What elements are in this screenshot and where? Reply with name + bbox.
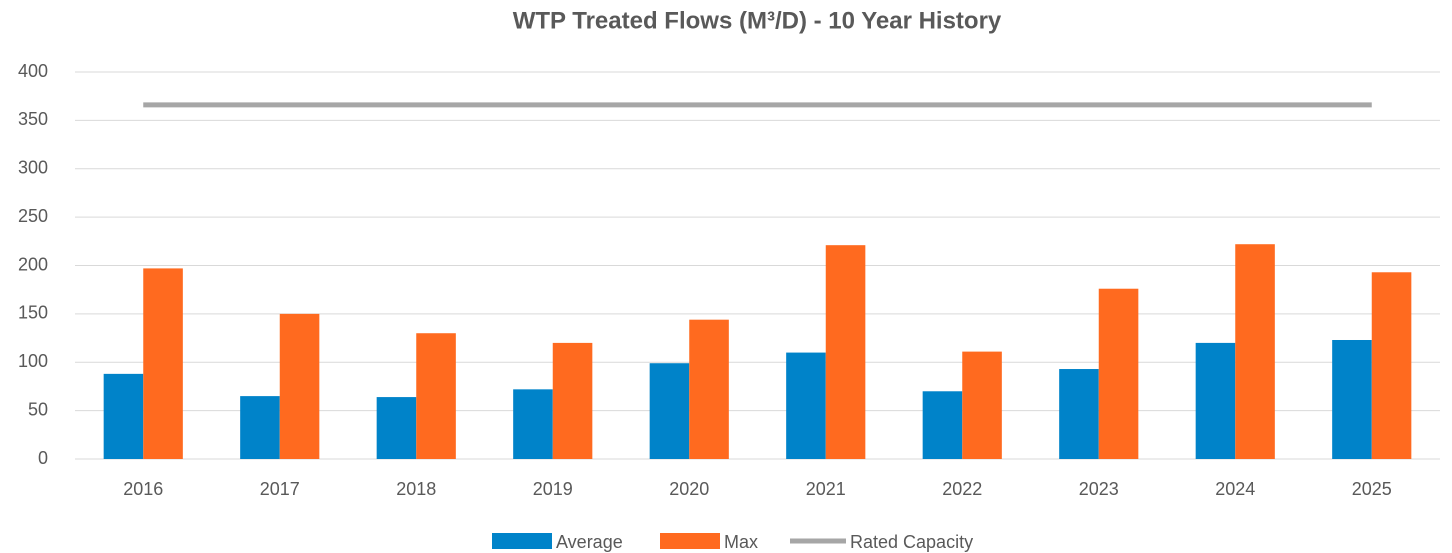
bar <box>1235 244 1275 459</box>
x-tick-label: 2017 <box>260 479 300 499</box>
y-tick-label: 50 <box>28 399 48 419</box>
bar <box>513 389 553 459</box>
bar <box>240 396 280 459</box>
legend-label: Rated Capacity <box>850 532 973 552</box>
x-tick-label: 2018 <box>396 479 436 499</box>
chart-title: WTP Treated Flows (M³/D) - 10 Year Histo… <box>513 7 1002 34</box>
x-tick-label: 2022 <box>942 479 982 499</box>
bar <box>689 319 729 459</box>
legend-swatch <box>660 533 720 549</box>
x-tick-label: 2023 <box>1079 479 1119 499</box>
bar <box>1098 288 1139 459</box>
y-tick-label: 400 <box>18 61 48 81</box>
y-tick-label: 0 <box>38 448 48 468</box>
legend-label: Max <box>724 532 758 552</box>
y-tick-label: 200 <box>18 254 48 274</box>
bar <box>143 268 183 459</box>
x-tick-label: 2020 <box>669 479 709 499</box>
y-tick-label: 150 <box>18 303 48 323</box>
bar <box>649 363 690 459</box>
y-tick-label: 300 <box>18 158 48 178</box>
bar <box>922 391 963 459</box>
bar <box>1059 369 1099 459</box>
x-tick-label: 2021 <box>806 479 846 499</box>
bar <box>376 397 417 459</box>
legend-swatch <box>492 533 552 549</box>
bar <box>103 373 144 459</box>
x-tick-label: 2016 <box>123 479 163 499</box>
bar <box>1332 339 1372 459</box>
y-tick-label: 250 <box>18 206 48 226</box>
bar <box>552 342 593 459</box>
bar <box>825 245 866 459</box>
y-tick-label: 100 <box>18 351 48 371</box>
bar <box>416 333 456 459</box>
bar <box>962 351 1002 459</box>
x-tick-label: 2025 <box>1352 479 1392 499</box>
bar <box>1371 272 1412 459</box>
bar <box>279 313 320 459</box>
y-tick-label: 350 <box>18 109 48 129</box>
x-tick-label: 2019 <box>533 479 573 499</box>
legend-label: Average <box>556 532 623 552</box>
bar <box>1195 342 1236 459</box>
x-tick-label: 2024 <box>1215 479 1255 499</box>
bar <box>786 352 826 459</box>
